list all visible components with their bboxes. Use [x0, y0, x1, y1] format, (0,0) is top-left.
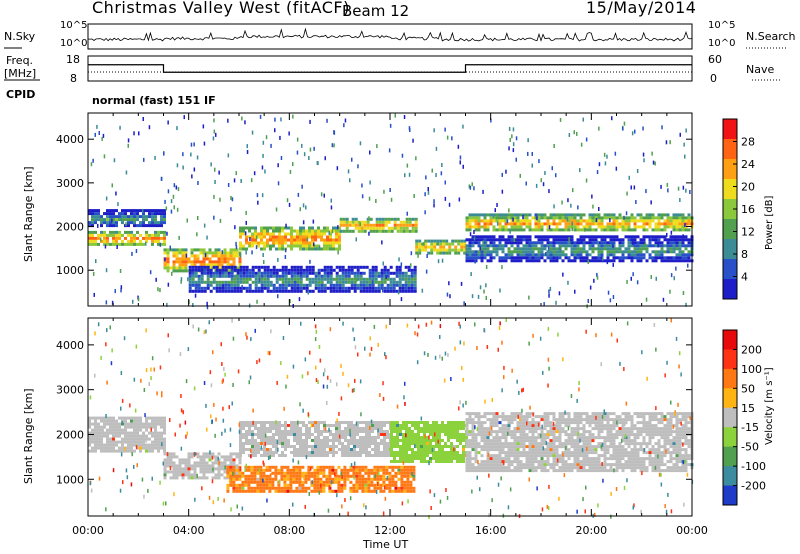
power-colorbar-tick-label: 24	[741, 158, 755, 171]
velocity-noise-speckle	[89, 318, 694, 519]
power-colorbar-tick-label: 16	[741, 203, 755, 216]
x-tick-label: 04:00	[173, 524, 205, 537]
nsearch-label: N.Search	[746, 30, 796, 43]
power-echo-band	[239, 226, 341, 251]
date-label: 15/May/2014	[586, 0, 697, 17]
velocity-ytick-label: 2000	[56, 428, 84, 441]
nsky-trace	[87, 27, 693, 42]
velocity-ylabel: Slant Range [km]	[22, 388, 35, 484]
velocity-echo-band	[88, 416, 166, 453]
freq-trace	[88, 64, 692, 73]
power-ytick-label: 3000	[56, 177, 84, 190]
freq-panel-frame	[87, 55, 693, 82]
x-tick-label: 08:00	[273, 524, 305, 537]
power-colorbar-tick-label: 12	[741, 226, 755, 239]
freq-tick-bottom: 8	[70, 72, 77, 85]
nsky-tick-bottom: 10^0	[60, 38, 88, 49]
velocity-colorbar-frame	[722, 329, 738, 506]
nsearch-tick-bottom: 10^0	[708, 38, 736, 49]
velocity-colorbar-tick-label: -200	[741, 480, 766, 493]
x-tick-label: 00:00	[676, 524, 708, 537]
x-tick-label: 00:00	[72, 524, 104, 537]
power-echo-band	[188, 265, 417, 293]
velocity-ytick-label: 4000	[56, 339, 84, 352]
cpid-label: CPID	[6, 88, 36, 101]
power-colorbar-swatch	[723, 159, 737, 180]
power-colorbar-tick-label: 20	[741, 181, 755, 194]
velocity-colorbar-swatch	[723, 485, 737, 506]
power-noise-speckle	[90, 113, 691, 310]
velocity-colorbar-label: Velocity [m s⁻¹]	[764, 367, 775, 445]
power-colorbar-swatch	[723, 259, 737, 280]
power-colorbar-swatch	[723, 119, 737, 140]
velocity-ytick-label: 1000	[56, 473, 84, 486]
power-echo-band	[415, 239, 467, 255]
velocity-colorbar-tick-label: 50	[741, 382, 755, 395]
velocity-echo-band	[226, 465, 416, 493]
power-colorbar-swatch	[723, 219, 737, 240]
power-colorbar-tick-label: 8	[741, 248, 748, 261]
velocity-echo-band	[465, 412, 694, 473]
power-echo-band	[465, 213, 694, 232]
power-ytick-label: 2000	[56, 221, 84, 234]
velocity-colorbar-tick-label: 200	[741, 343, 762, 356]
velocity-colorbar-tick-label: -15	[741, 421, 759, 434]
power-colorbar-swatch	[723, 199, 737, 220]
velocity-colorbar-swatch	[723, 427, 737, 448]
power-colorbar-label: Power [dB]	[764, 195, 775, 250]
velocity-echo-band	[239, 421, 392, 457]
nave-tick-top: 60	[708, 53, 722, 66]
velocity-colorbar-tick-label: -100	[741, 460, 766, 473]
power-colorbar-swatch	[723, 279, 737, 300]
velocity-colorbar-tick-label: 15	[741, 402, 755, 415]
velocity-echo-band	[390, 421, 468, 463]
power-colorbar-swatch	[723, 139, 737, 160]
velocity-colorbar-swatch	[723, 368, 737, 389]
power-colorbar-tick-label: 4	[741, 271, 748, 284]
power-ytick-label: 1000	[56, 264, 84, 277]
x-tick-label: 20:00	[575, 524, 607, 537]
velocity-colorbar-swatch	[723, 407, 737, 428]
velocity-colorbar-swatch	[723, 446, 737, 467]
power-echo-band	[339, 217, 418, 233]
power-colorbar-swatch	[723, 179, 737, 200]
velocity-colorbar-swatch	[723, 330, 737, 350]
velocity-colorbar-swatch	[723, 349, 737, 370]
nsky-panel-frame	[87, 23, 693, 50]
nsky-label: N.Sky	[4, 30, 36, 43]
freq-tick-top: 18	[66, 53, 80, 66]
power-echo-band	[88, 230, 166, 246]
freq-unit: [MHz]	[4, 67, 37, 80]
x-axis-label: Time UT	[363, 538, 409, 551]
nave-label: Nave	[746, 63, 775, 76]
chart-title: Christmas Valley West (fitACF)	[92, 0, 350, 17]
velocity-colorbar-tick-label: 100	[741, 363, 762, 376]
velocity-ytick-label: 3000	[56, 384, 84, 397]
velocity-colorbar-swatch	[723, 388, 737, 409]
nsearch-tick-top: 10^5	[708, 20, 736, 31]
freq-label: Freq.	[6, 54, 34, 67]
velocity-colorbar-tick-label: -50	[741, 441, 759, 454]
power-ylabel: Slant Range [km]	[22, 166, 35, 262]
nave-tick-bottom: 0	[710, 72, 717, 85]
velocity-colorbar-swatch	[723, 466, 737, 487]
power-echo-band	[88, 209, 166, 228]
nsky-tick-top: 10^5	[60, 20, 88, 31]
power-colorbar-tick-label: 28	[741, 136, 755, 149]
beam-label: Beam 12	[342, 2, 410, 20]
x-tick-label: 16:00	[475, 524, 507, 537]
x-tick-label: 12:00	[374, 524, 406, 537]
power-ytick-label: 4000	[56, 133, 84, 146]
power-colorbar-swatch	[723, 239, 737, 260]
power-background	[88, 113, 692, 306]
cpid-text: normal (fast) 151 IF	[92, 94, 216, 107]
